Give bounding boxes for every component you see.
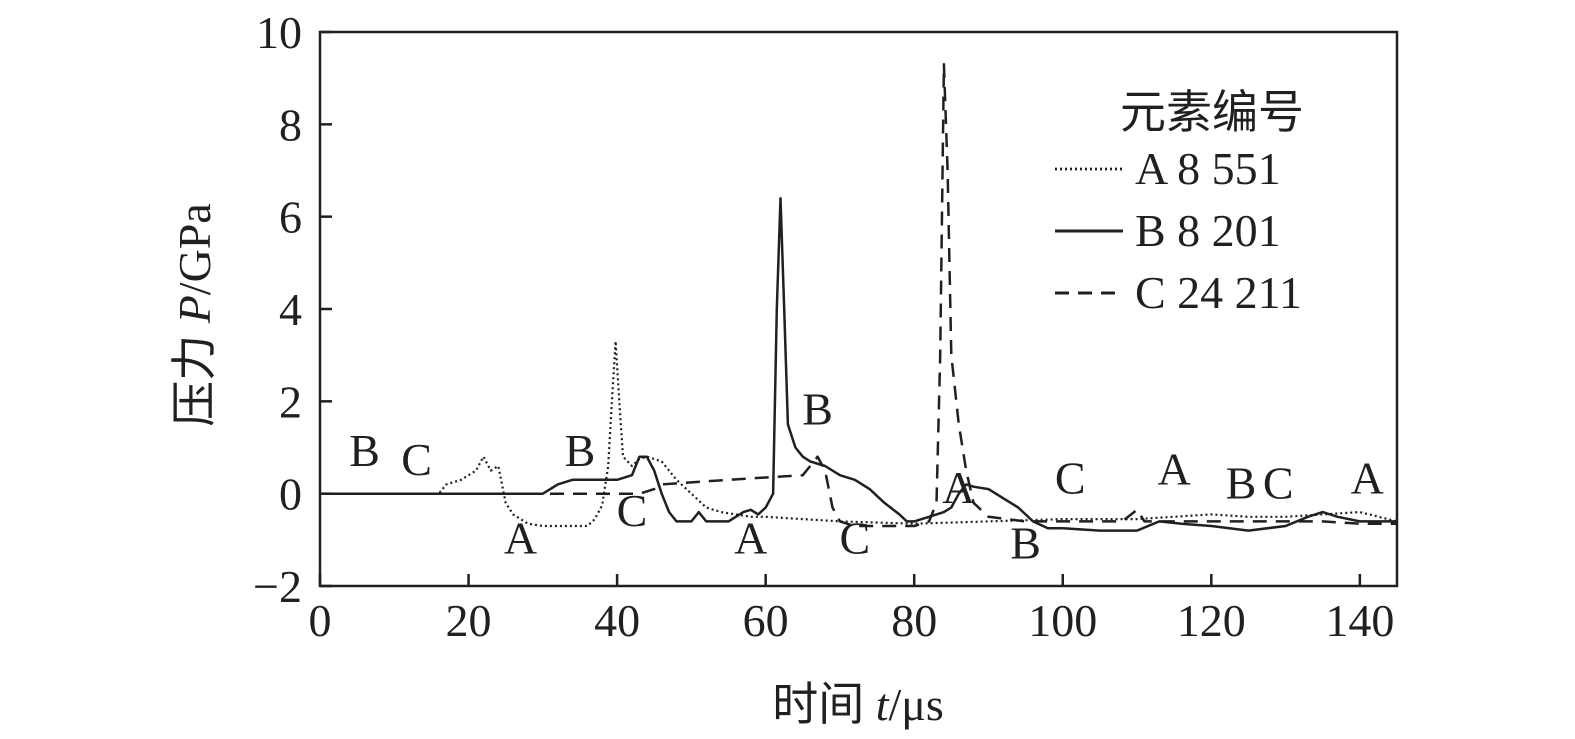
curve-annotation: B	[349, 425, 380, 476]
curve-annotation: A	[504, 513, 537, 564]
y-axis-title: 压力 P/GPa	[169, 203, 220, 427]
y-tick-label: −2	[253, 561, 302, 612]
y-axis-title-var: P	[169, 295, 220, 324]
x-tick-label: 20	[446, 595, 492, 646]
curve-annotation: C	[401, 434, 432, 485]
curve-annotation: A	[1158, 443, 1191, 494]
curve-annotation: B	[1226, 457, 1257, 508]
curve-annotation: A	[942, 462, 975, 513]
x-axis-ticks: 0 20 40 60 80 100 120 140	[309, 574, 1394, 646]
legend-title: 元素编号	[1120, 87, 1304, 138]
x-tick-label: 40	[594, 595, 640, 646]
series-layer	[320, 63, 1398, 532]
x-tick-label: 60	[743, 595, 789, 646]
curve-annotation: C	[839, 513, 870, 564]
x-tick-label: 120	[1177, 595, 1246, 646]
x-axis-title-prefix: 时间	[772, 679, 876, 730]
y-tick-label: 10	[256, 7, 302, 58]
curve-annotation: B	[565, 425, 596, 476]
x-tick-label: 80	[891, 595, 937, 646]
x-tick-label: 100	[1028, 595, 1097, 646]
series-line-b	[320, 196, 1397, 532]
series-line-a	[320, 340, 1398, 528]
x-axis-title-unit: /μs	[888, 679, 943, 730]
y-tick-label: 2	[279, 376, 302, 427]
series-line-c	[320, 63, 1397, 528]
curve-annotation: C	[1055, 453, 1086, 504]
y-tick-label: 6	[279, 192, 302, 243]
curve-annotation: A	[1351, 453, 1384, 504]
y-tick-label: 4	[279, 284, 302, 335]
curve-annotation: C	[1263, 457, 1294, 508]
curve-annotation: A	[734, 513, 767, 564]
curve-annotation: B	[802, 383, 833, 434]
x-axis-title: 时间 t/μs	[772, 679, 944, 730]
x-tick-label: 140	[1325, 595, 1394, 646]
legend-label: B 8 201	[1135, 205, 1281, 256]
curve-annotation: B	[1010, 517, 1041, 568]
legend-label: C 24 211	[1135, 267, 1302, 318]
y-axis-ticks: −2 0 2 4 6 8 10	[253, 7, 332, 612]
legend-label: A 8 551	[1135, 143, 1281, 194]
curve-annotation: C	[617, 485, 648, 536]
y-tick-label: 0	[279, 469, 302, 520]
y-tick-label: 8	[279, 99, 302, 150]
x-axis-title-var: t	[876, 679, 890, 730]
y-axis-title-unit: /GPa	[169, 203, 220, 295]
x-tick-label: 0	[309, 595, 332, 646]
y-axis-title-prefix: 压力	[169, 323, 220, 427]
